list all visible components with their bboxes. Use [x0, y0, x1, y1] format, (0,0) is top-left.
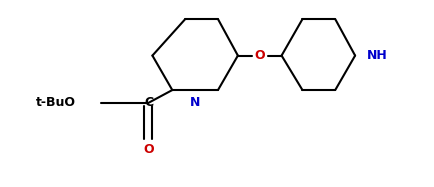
Text: O: O	[254, 49, 264, 62]
Text: N: N	[190, 96, 200, 109]
Text: NH: NH	[366, 49, 387, 62]
Text: C: C	[144, 96, 153, 109]
Text: t-BuO: t-BuO	[36, 96, 76, 109]
Text: O: O	[143, 143, 153, 156]
